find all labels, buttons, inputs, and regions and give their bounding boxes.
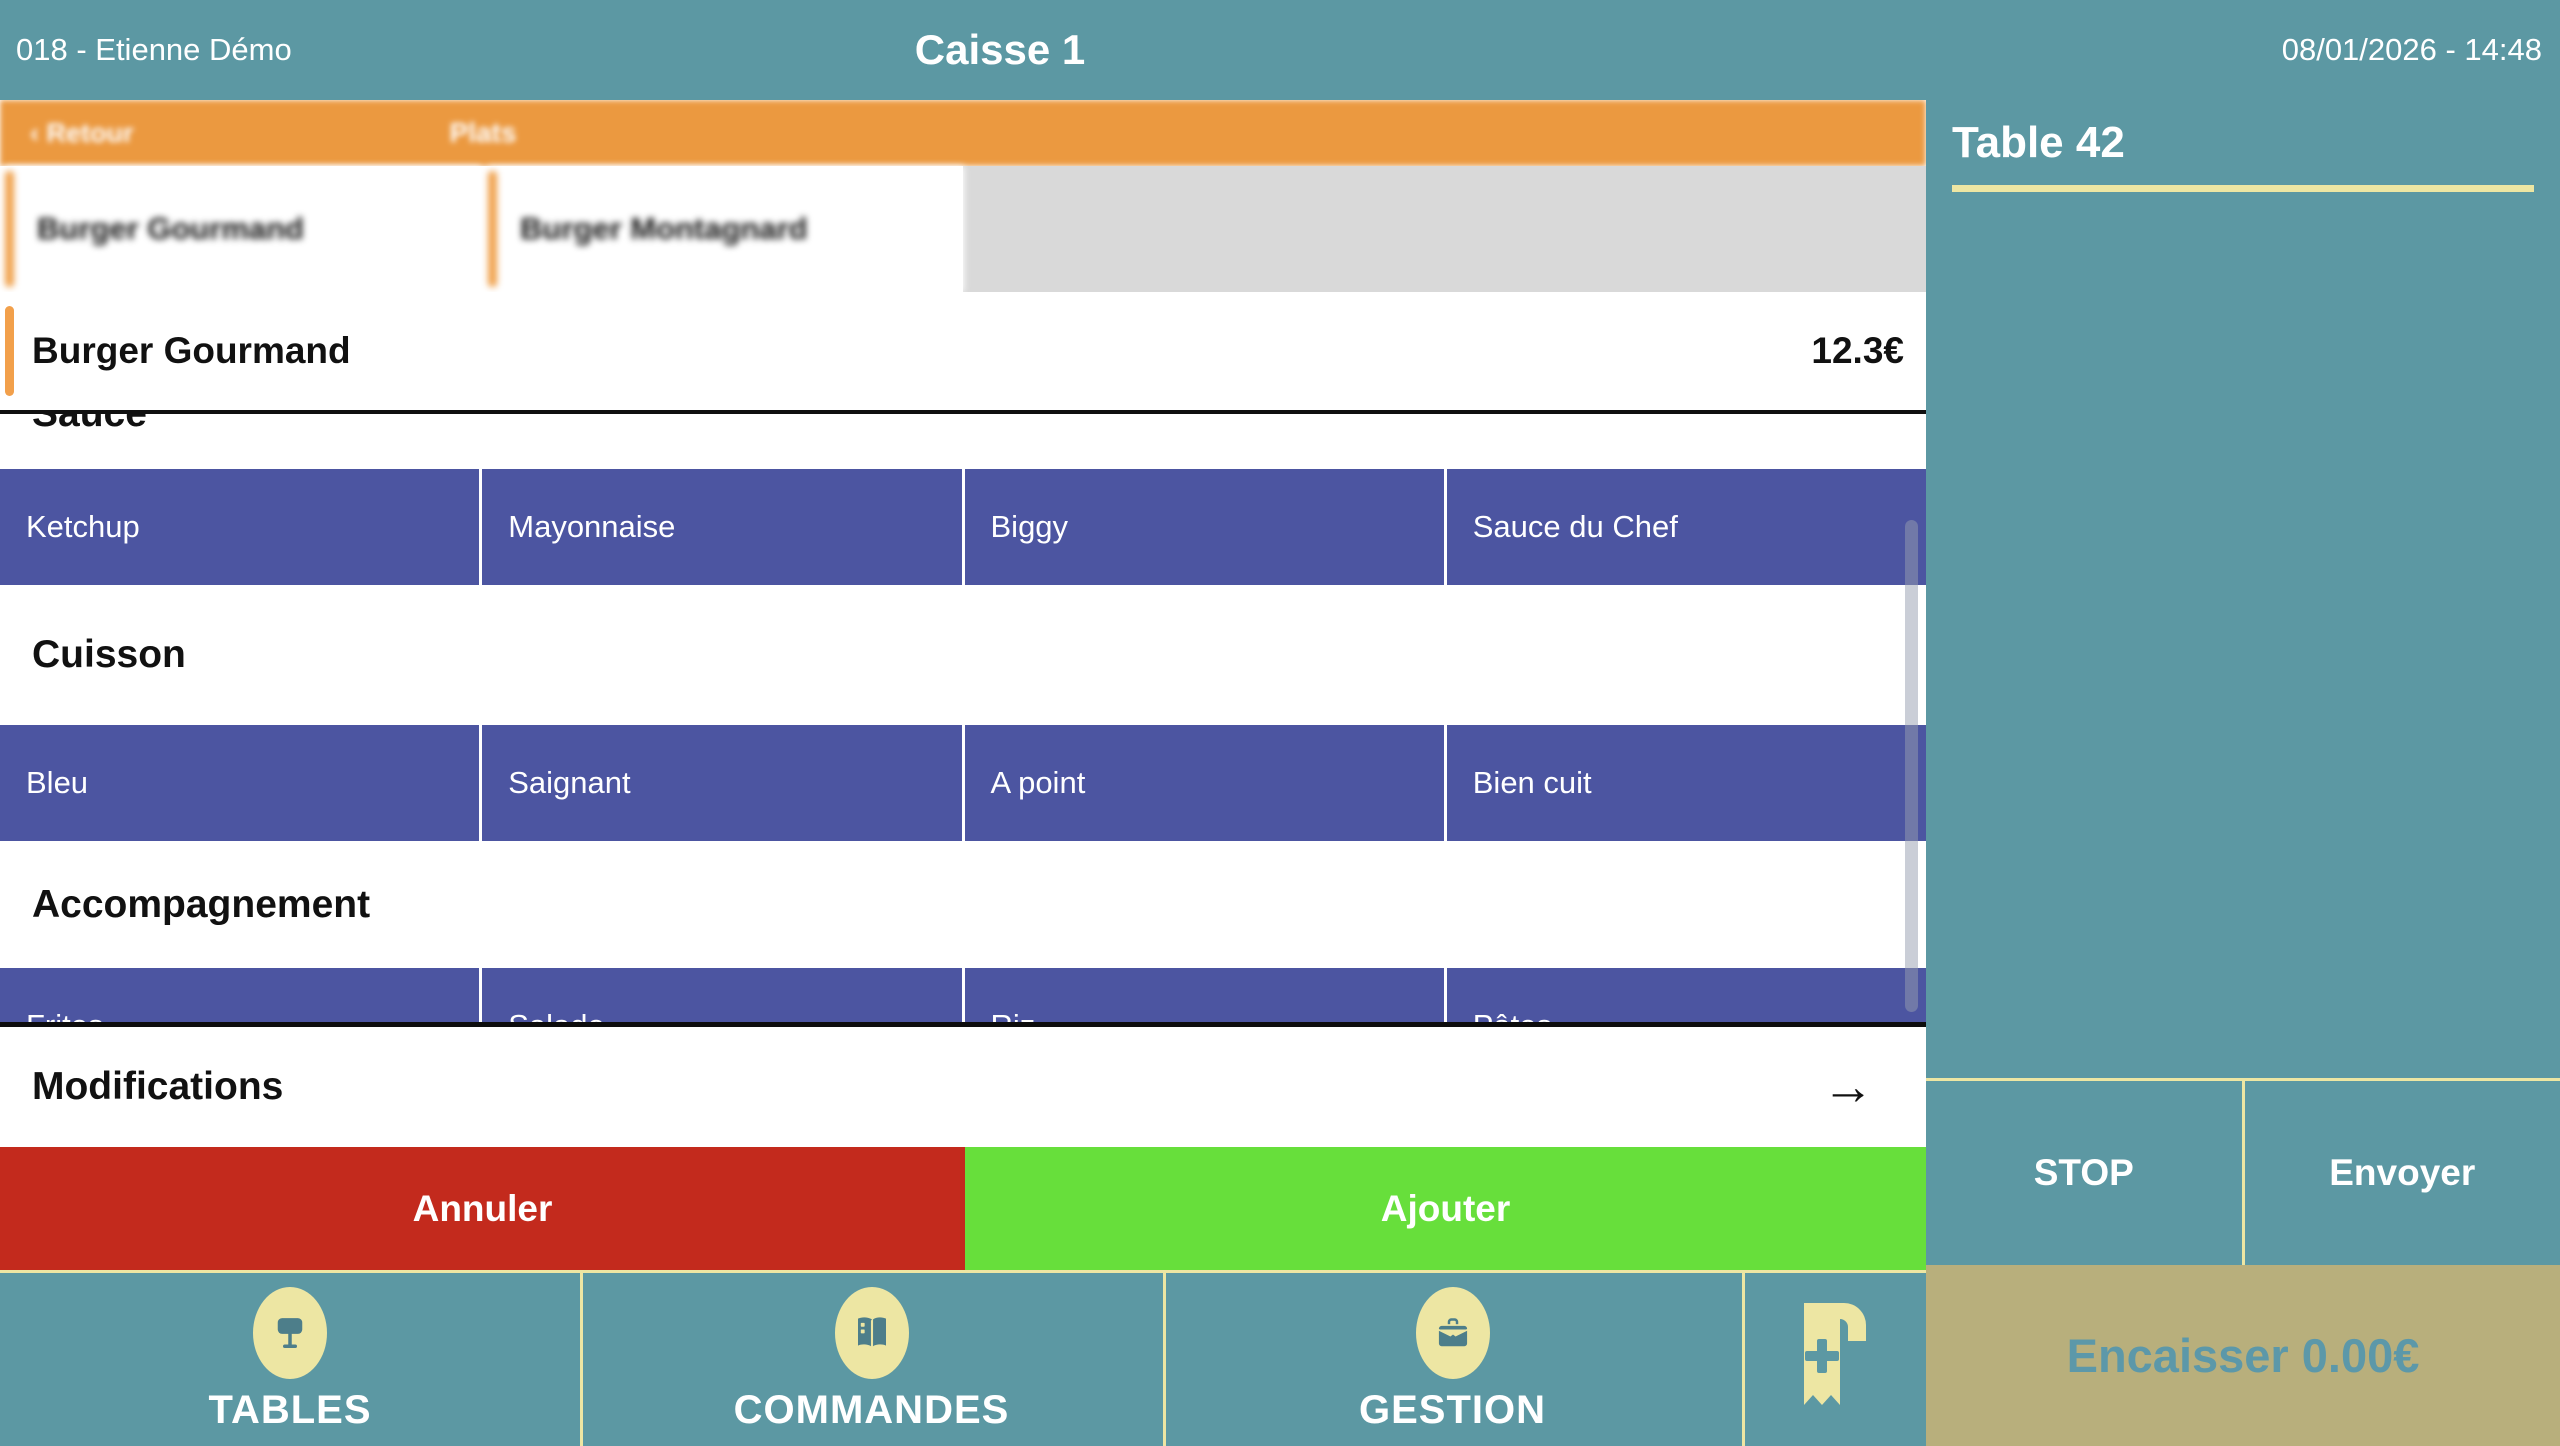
table-underline: [1952, 185, 2534, 192]
back-button[interactable]: ‹ Retour: [30, 117, 134, 148]
nav-divider: [1742, 1273, 1745, 1446]
nav-gestion[interactable]: GESTION: [1163, 1273, 1742, 1446]
section-title-accompagnement: Accompagnement: [32, 882, 371, 926]
datetime: 08/01/2026 - 14:48: [2281, 32, 2542, 67]
nav-label-gestion: GESTION: [1358, 1387, 1547, 1432]
section-title-sauce: Sauce: [0, 414, 1926, 469]
main-content: ‹ Retour Plats Burger Gourmand Burger Mo…: [0, 100, 1926, 1270]
option-button-biggy[interactable]: Biggy: [964, 469, 1444, 585]
product-label: Burger Gourmand: [37, 211, 304, 246]
new-receipt-button[interactable]: [1742, 1273, 1926, 1446]
register-id: 018 - Etienne Démo: [16, 32, 292, 67]
divider: [0, 410, 1926, 414]
product-label: Burger Montagnard: [520, 211, 808, 246]
option-row-accompagnement: Frites Salade Riz Pâtes: [0, 968, 1926, 1022]
page-title: Caisse 1: [914, 26, 1086, 73]
selected-item-row: Burger Gourmand 12.3€: [0, 292, 1926, 410]
options-scroll-content: Sauce Ketchup Mayonnaise Biggy Sauce du …: [0, 414, 1926, 1022]
option-button-saignant[interactable]: Saignant: [482, 725, 962, 841]
option-button-salade[interactable]: Salade: [482, 968, 962, 1022]
option-button-pates[interactable]: Pâtes: [1446, 968, 1926, 1022]
nav-label-tables: TABLES: [208, 1387, 372, 1432]
product-row-empty-area: [963, 166, 1926, 292]
section-title-cuisson: Cuisson: [32, 633, 186, 676]
selected-item-name: Burger Gourmand: [32, 330, 351, 371]
new-receipt-icon: [1804, 1302, 1866, 1405]
modifications-row[interactable]: Modifications →: [0, 1022, 1926, 1147]
nav-divider: [1163, 1273, 1166, 1446]
category-bar: ‹ Retour Plats: [0, 100, 1926, 166]
checkout-button[interactable]: Encaisser 0.00€: [1926, 1265, 2560, 1446]
order-panel: Table 42 STOP Envoyer Encaisser 0.00€: [1926, 100, 2560, 1446]
arrow-right-icon: →: [1822, 1058, 1874, 1116]
product-button-burger-montagnard[interactable]: Burger Montagnard: [488, 166, 964, 292]
option-button-sauce-du-chef[interactable]: Sauce du Chef: [1446, 469, 1926, 585]
nav-tables[interactable]: TABLES: [0, 1273, 580, 1446]
briefcase-icon: [1415, 1286, 1490, 1379]
action-buttons: Annuler Ajouter: [0, 1147, 1926, 1270]
menu-book-icon: [834, 1286, 909, 1379]
top-bar: 018 - Etienne Démo Caisse 1 08/01/2026 -…: [0, 0, 2560, 100]
product-accent-bar: [5, 171, 14, 287]
add-button[interactable]: Ajouter: [965, 1147, 1926, 1270]
option-row-cuisson: Bleu Saignant A point Bien cuit: [0, 725, 1926, 841]
cancel-button[interactable]: Annuler: [0, 1147, 965, 1270]
option-button-riz[interactable]: Riz: [964, 968, 1444, 1022]
bottom-nav: TABLES COMMANDES GESTION: [0, 1270, 1926, 1446]
product-accent-bar: [488, 171, 497, 287]
category-title: Plats: [449, 117, 517, 148]
scrollbar[interactable]: [1905, 520, 1918, 1012]
product-row: Burger Gourmand Burger Montagnard: [0, 166, 1926, 292]
send-button[interactable]: Envoyer: [2244, 1081, 2560, 1265]
table-label: Table 42: [1952, 118, 2125, 167]
modifications-label: Modifications: [32, 1065, 284, 1108]
nav-divider: [580, 1273, 583, 1446]
product-button-burger-gourmand[interactable]: Burger Gourmand: [5, 166, 481, 292]
nav-commandes[interactable]: COMMANDES: [580, 1273, 1163, 1446]
option-row-sauce: Ketchup Mayonnaise Biggy Sauce du Chef: [0, 469, 1926, 585]
option-button-ketchup[interactable]: Ketchup: [0, 469, 480, 585]
options-scroll-area[interactable]: Sauce Ketchup Mayonnaise Biggy Sauce du …: [0, 414, 1926, 1022]
nav-label-commandes: COMMANDES: [733, 1387, 1010, 1432]
option-button-mayonnaise[interactable]: Mayonnaise: [482, 469, 962, 585]
option-button-frites[interactable]: Frites: [0, 968, 480, 1022]
selected-item-price: 12.3€: [1811, 330, 1904, 371]
stop-button[interactable]: STOP: [1926, 1081, 2245, 1265]
option-button-bien-cuit[interactable]: Bien cuit: [1446, 725, 1926, 841]
selected-item-accent-bar: [5, 306, 14, 396]
table-icon: [253, 1286, 327, 1379]
order-panel-actions: STOP Envoyer: [1926, 1078, 2560, 1265]
option-button-bleu[interactable]: Bleu: [0, 725, 480, 841]
option-button-a-point[interactable]: A point: [964, 725, 1444, 841]
